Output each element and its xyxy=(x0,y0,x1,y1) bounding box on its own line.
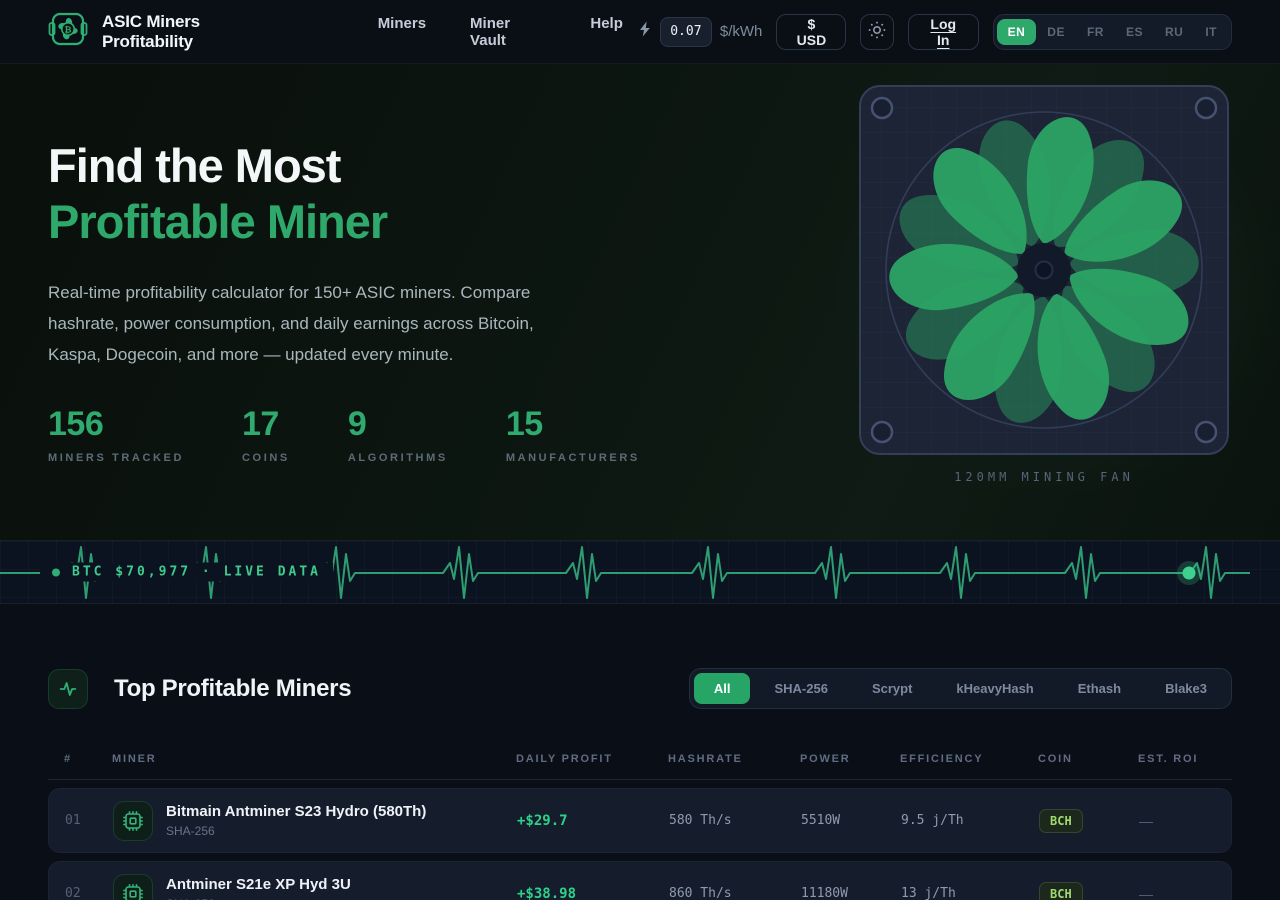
power-cost-input[interactable] xyxy=(659,16,712,47)
rank-cell: 02 xyxy=(65,886,81,900)
table-row[interactable]: 02 Antminer S21e XP Hyd 3U SHA-256 xyxy=(48,861,1232,900)
stat-value: 9 xyxy=(347,404,367,443)
filter-tab[interactable]: Scrypt xyxy=(871,681,913,696)
activity-icon xyxy=(48,668,88,709)
live-indicator-dot xyxy=(52,568,60,576)
filter-tab[interactable]: Blake3 xyxy=(1165,681,1207,696)
roi-cell: — xyxy=(1139,812,1153,829)
stat-item: 17 COINS xyxy=(242,405,290,464)
miner-algorithm: SHA-256 xyxy=(166,897,351,900)
stat-item: 9 ALGORITHMS xyxy=(348,405,448,464)
svg-text:₿: ₿ xyxy=(65,24,72,35)
nav-link[interactable]: Miner Vault xyxy=(470,14,511,49)
miner-cell: Bitmain Antminer S23 Hydro (580Th) SHA-2… xyxy=(113,800,517,841)
language-option[interactable]: IT xyxy=(1205,24,1217,39)
miner-name: Bitmain Antminer S23 Hydro (580Th) xyxy=(166,802,427,820)
nav-link[interactable]: Help xyxy=(590,14,623,32)
filter-tab[interactable]: SHA-256 xyxy=(774,681,828,696)
fan-caption: 120MM MINING FAN xyxy=(954,470,1134,484)
nav-link[interactable]: Miners xyxy=(377,14,427,32)
stat-label: COINS xyxy=(242,451,290,464)
lightning-icon xyxy=(639,21,652,42)
column-header: COIN xyxy=(1038,753,1073,765)
stat-value: 15 xyxy=(505,404,543,443)
hero-title: Find the Most Profitable Miner xyxy=(48,139,388,249)
stat-value: 156 xyxy=(48,404,104,443)
filter-tab[interactable]: All xyxy=(693,673,751,704)
coin-cell: BCH xyxy=(1039,808,1139,833)
stat-item: 156 MINERS TRACKED xyxy=(48,405,184,464)
stat-value: 17 xyxy=(242,404,279,443)
column-header: EST. ROI xyxy=(1138,753,1199,765)
hero-stats: 156 MINERS TRACKED 17 COINS 9 ALGORITHMS xyxy=(48,405,640,464)
table-header-row: # MINER DAILY PROFIT HASHRATE POWER EFFICIENC… xyxy=(48,753,1232,780)
filter-tab[interactable]: kHeavyHash xyxy=(956,681,1034,696)
rank-cell: 01 xyxy=(65,813,81,828)
stat-label: MINERS TRACKED xyxy=(48,451,185,464)
table-row[interactable]: 01 Bitmain Antminer S23 Hydro (580Th) SH… xyxy=(48,788,1232,853)
chip-icon xyxy=(113,873,153,900)
power-cell: 11180W xyxy=(801,886,848,900)
price-ticker: BTC $70,977 · LIVE DATA xyxy=(0,540,1280,604)
power-cell: 5510W xyxy=(801,813,841,828)
top-header: ₿ ASIC Miners Profitability Miners Miner … xyxy=(0,0,1280,64)
column-header: HASHRATE xyxy=(668,753,743,765)
algorithm-filter-tabs: All SHA-256 Scrypt kHeavyHash Ethash Blake3 xyxy=(688,668,1232,709)
efficiency-cell: 9.5 j/Th xyxy=(901,813,964,828)
ticker-text: BTC $70,977 · LIVE DATA xyxy=(72,564,322,580)
hero-description: Real-time profitability calculator for 1… xyxy=(48,282,534,365)
theme-toggle-button[interactable] xyxy=(860,13,894,50)
brand[interactable]: ₿ ASIC Miners Profitability xyxy=(48,9,292,54)
power-cost-unit: $/kWh xyxy=(719,23,763,40)
language-option[interactable]: FR xyxy=(1086,24,1104,39)
column-header: POWER xyxy=(800,753,851,765)
coin-badge: BCH xyxy=(1039,881,1083,900)
fan-logo-icon: ₿ xyxy=(48,9,88,54)
top-miners-section: Top Profitable Miners All SHA-256 Scrypt kH… xyxy=(0,604,1280,900)
brand-title: ASIC Miners Profitability xyxy=(102,11,200,51)
language-option[interactable]: DE xyxy=(1047,24,1065,39)
column-header: EFFICIENCY xyxy=(900,753,984,765)
power-cost-control: $/kWh xyxy=(639,16,763,47)
hashrate-cell: 860 Th/s xyxy=(669,886,732,900)
stat-label: MANUFACTURERS xyxy=(505,451,640,464)
column-header: # xyxy=(64,753,72,765)
language-option[interactable]: EN xyxy=(996,18,1037,45)
miner-algorithm: SHA-256 xyxy=(166,824,215,839)
daily-profit-cell: +$38.98 xyxy=(517,885,577,900)
hero-section: Find the Most Profitable Miner Real-time… xyxy=(0,16,1280,577)
efficiency-cell: 13 j/Th xyxy=(901,886,956,900)
miner-name: Antminer S21e XP Hyd 3U xyxy=(166,875,351,893)
hashrate-cell: 580 Th/s xyxy=(669,813,732,828)
daily-profit-cell: +$29.7 xyxy=(517,812,568,829)
filter-tab[interactable]: Ethash xyxy=(1077,681,1122,696)
roi-cell: — xyxy=(1139,885,1153,900)
column-header: MINER xyxy=(112,753,157,765)
hero-title-accent: Profitable Miner xyxy=(48,195,388,249)
sun-icon xyxy=(868,21,886,42)
coin-badge: BCH xyxy=(1039,808,1083,833)
chip-icon xyxy=(113,800,153,841)
section-title: Top Profitable Miners xyxy=(114,674,352,702)
column-header: DAILY PROFIT xyxy=(516,753,613,765)
miner-cell: Antminer S21e XP Hyd 3U SHA-256 xyxy=(113,873,517,900)
miners-table: # MINER DAILY PROFIT HASHRATE POWER EFFICIENC… xyxy=(48,753,1232,900)
stat-item: 15 MANUFACTURERS xyxy=(506,405,640,464)
login-button[interactable]: Log In xyxy=(907,13,979,50)
ticker-label: BTC $70,977 · LIVE DATA xyxy=(40,562,334,582)
main-nav: Miners Miner Vault Help xyxy=(378,15,623,49)
currency-button[interactable]: $ USD xyxy=(776,13,847,50)
stat-label: ALGORITHMS xyxy=(347,451,448,464)
coin-cell: BCH xyxy=(1039,881,1139,900)
table-body: 01 Bitmain Antminer S23 Hydro (580Th) SH… xyxy=(48,788,1232,900)
language-switcher: EN DE FR ES RU IT xyxy=(992,13,1232,50)
language-option[interactable]: RU xyxy=(1164,24,1184,39)
fan-illustration xyxy=(856,82,1232,458)
language-option[interactable]: ES xyxy=(1125,24,1143,39)
